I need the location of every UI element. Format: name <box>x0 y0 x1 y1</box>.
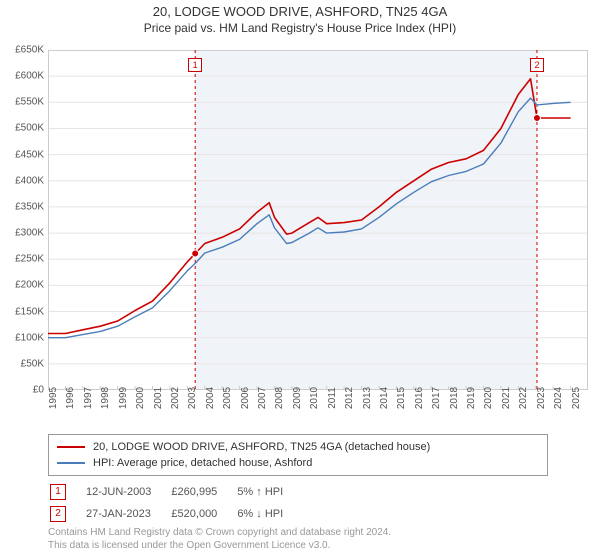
footer-line1: Contains HM Land Registry data © Crown c… <box>48 526 391 539</box>
x-tick-label: 2014 <box>379 387 390 409</box>
sale-date: 12-JUN-2003 <box>86 482 169 502</box>
x-tick-label: 1997 <box>83 387 94 409</box>
x-tick-label: 2001 <box>153 387 164 409</box>
x-tick-label: 2002 <box>170 387 181 409</box>
y-tick-label: £300K <box>2 228 44 239</box>
sale-price: £520,000 <box>171 504 235 524</box>
y-tick-label: £350K <box>2 201 44 212</box>
y-tick-label: £200K <box>2 280 44 291</box>
table-row: 1 12-JUN-2003£260,9955% ↑ HPI <box>50 482 301 502</box>
legend-label: HPI: Average price, detached house, Ashf… <box>93 457 312 469</box>
x-tick-label: 2010 <box>309 387 320 409</box>
x-tick-label: 2024 <box>553 387 564 409</box>
legend-label: 20, LODGE WOOD DRIVE, ASHFORD, TN25 4GA … <box>93 441 430 453</box>
x-tick-label: 2013 <box>362 387 373 409</box>
x-tick-label: 2011 <box>327 387 338 409</box>
y-tick-label: £50K <box>2 358 44 369</box>
x-tick-label: 2004 <box>205 387 216 409</box>
x-tick-label: 2000 <box>135 387 146 409</box>
x-tick-label: 1996 <box>65 387 76 409</box>
x-tick-label: 2022 <box>518 387 529 409</box>
y-tick-label: £0 <box>2 385 44 396</box>
y-tick-label: £500K <box>2 123 44 134</box>
x-tick-label: 2021 <box>501 387 512 409</box>
y-tick-label: £250K <box>2 254 44 265</box>
x-tick-label: 2016 <box>414 387 425 409</box>
x-tick-label: 2020 <box>483 387 494 409</box>
x-tick-label: 1995 <box>48 387 59 409</box>
x-tick-label: 2003 <box>187 387 198 409</box>
x-tick-label: 2009 <box>292 387 303 409</box>
chart-plot <box>48 50 588 390</box>
sale-marker-label: 2 <box>530 58 544 72</box>
x-tick-label: 2017 <box>431 387 442 409</box>
x-tick-label: 2012 <box>344 387 355 409</box>
sale-delta: 6% ↓ HPI <box>237 504 301 524</box>
sale-marker-icon: 2 <box>50 506 66 522</box>
y-tick-label: £450K <box>2 149 44 160</box>
x-tick-label: 1998 <box>100 387 111 409</box>
y-tick-label: £600K <box>2 71 44 82</box>
table-row: 2 27-JAN-2023£520,0006% ↓ HPI <box>50 504 301 524</box>
y-tick-label: £550K <box>2 97 44 108</box>
y-tick-label: £650K <box>2 45 44 56</box>
y-tick-label: £100K <box>2 332 44 343</box>
sale-price: £260,995 <box>171 482 235 502</box>
sale-marker-icon: 1 <box>50 484 66 500</box>
sale-date: 27-JAN-2023 <box>86 504 169 524</box>
x-tick-label: 2023 <box>536 387 547 409</box>
legend-item: 20, LODGE WOOD DRIVE, ASHFORD, TN25 4GA … <box>57 439 539 455</box>
x-tick-label: 1999 <box>118 387 129 409</box>
footer-attribution: Contains HM Land Registry data © Crown c… <box>48 526 391 552</box>
sale-delta: 5% ↑ HPI <box>237 482 301 502</box>
x-tick-label: 2007 <box>257 387 268 409</box>
x-tick-label: 2008 <box>274 387 285 409</box>
x-tick-label: 2018 <box>449 387 460 409</box>
legend-item: HPI: Average price, detached house, Ashf… <box>57 455 539 471</box>
x-tick-label: 2006 <box>240 387 251 409</box>
legend: 20, LODGE WOOD DRIVE, ASHFORD, TN25 4GA … <box>48 434 548 476</box>
sale-marker-label: 1 <box>188 58 202 72</box>
x-tick-label: 2015 <box>396 387 407 409</box>
footer-line2: This data is licensed under the Open Gov… <box>48 539 391 552</box>
sales-table: 1 12-JUN-2003£260,9955% ↑ HPI 2 27-JAN-2023… <box>48 480 303 526</box>
y-tick-label: £400K <box>2 175 44 186</box>
y-tick-label: £150K <box>2 306 44 317</box>
x-tick-label: 2019 <box>466 387 477 409</box>
x-tick-label: 2005 <box>222 387 233 409</box>
x-tick-label: 2025 <box>571 387 582 409</box>
chart-subtitle: Price paid vs. HM Land Registry's House … <box>0 21 600 39</box>
legend-swatch <box>57 462 85 464</box>
chart-title: 20, LODGE WOOD DRIVE, ASHFORD, TN25 4GA <box>0 0 600 21</box>
legend-swatch <box>57 446 85 448</box>
